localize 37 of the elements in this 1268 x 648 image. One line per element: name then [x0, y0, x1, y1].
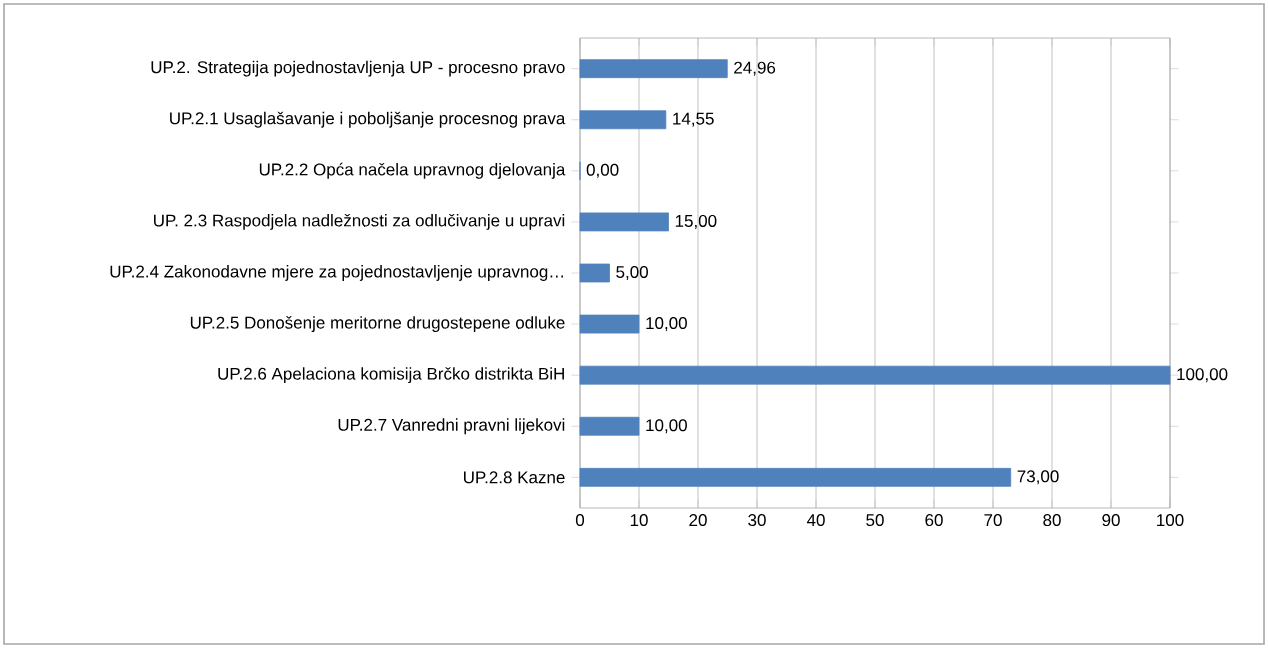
y-tick-label: UP.2.5 Donošenje meritorne drugostepene odluke — [190, 316, 565, 333]
y-tick-label: UP.2. Strategija pojednostavljenja UP - procesno pravo — [151, 60, 565, 77]
x-tick-label: 50 — [866, 514, 884, 527]
data-label: 24,96 — [734, 61, 776, 76]
data-label: 0,00 — [586, 163, 619, 178]
x-tick-label: 30 — [748, 514, 766, 527]
x-tick-label: 80 — [1043, 514, 1061, 527]
data-label: 10,00 — [646, 317, 687, 332]
data-label: 14,55 — [673, 112, 714, 127]
data-label: 100,00 — [1177, 368, 1228, 383]
bar — [579, 467, 1012, 487]
bar — [579, 314, 640, 334]
bar — [579, 59, 728, 79]
data-label: 73,00 — [1017, 470, 1059, 485]
x-tick-label: 40 — [806, 514, 825, 527]
y-tick-label: UP. 2.3 Raspodjela nadležnosti za odlučivanje u upravi — [154, 213, 565, 230]
x-tick-label: 10 — [630, 514, 648, 527]
bar — [579, 416, 640, 436]
x-tick-label: 70 — [984, 514, 1002, 527]
x-tick-label: 100 — [1157, 514, 1184, 527]
bar — [579, 212, 669, 232]
bar — [579, 110, 667, 130]
y-tick-label: UP.2.2 Opća načela upravnog djelovanja — [259, 162, 566, 179]
y-tick-label: UP.2.8 Kazne — [464, 471, 565, 484]
x-tick-label: 60 — [925, 514, 943, 527]
y-tick-label: UP.2.4 Zakonodavne mjere za pojednostavljenje upravnog… — [110, 265, 563, 281]
y-tick-label: UP.2.6 Apelaciona komisija Brčko distrikta BiH — [218, 367, 564, 384]
data-label: 15,00 — [675, 214, 717, 229]
data-label: 5,00 — [616, 265, 648, 281]
bar — [579, 365, 1171, 385]
y-tick-label: UP.2.7 Vanredni pravni lijekovi — [338, 418, 565, 435]
data-label: 10,00 — [646, 419, 687, 434]
x-tick-label: 0 — [575, 514, 585, 527]
bar — [579, 263, 610, 283]
x-tick-label: 20 — [689, 514, 707, 527]
y-tick-label: UP.2.1 Usaglašavanje i poboljšanje procesnog prava — [170, 111, 566, 128]
x-tick-label: 90 — [1102, 514, 1120, 527]
